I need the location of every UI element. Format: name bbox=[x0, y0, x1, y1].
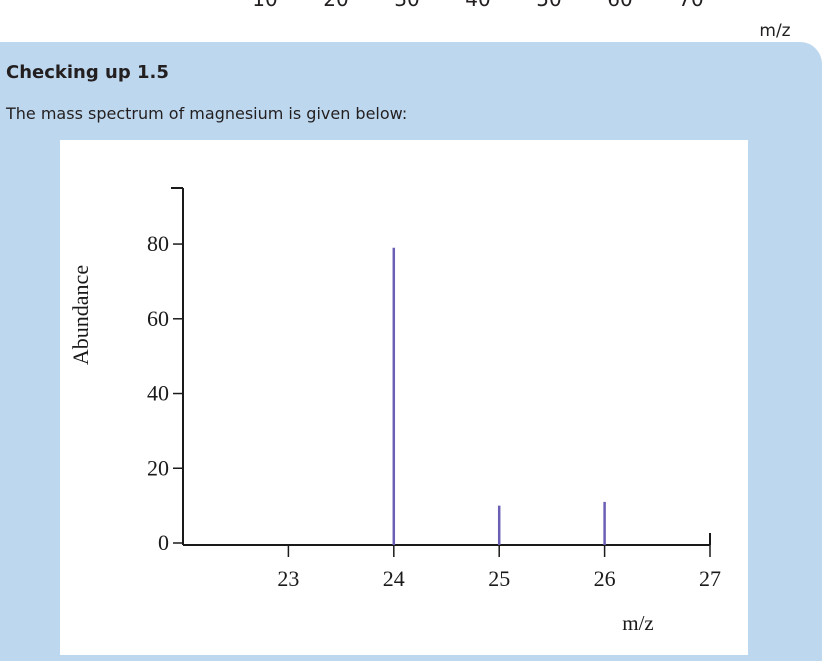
strip-tick-label: 20 bbox=[323, 0, 348, 11]
strip-tick-label: 40 bbox=[465, 0, 490, 11]
x-tick-label: 24 bbox=[383, 566, 405, 591]
x-tick-label: 26 bbox=[594, 566, 616, 591]
x-tick-label: 23 bbox=[277, 566, 299, 591]
y-tick-label: 40 bbox=[147, 381, 169, 406]
x-axis-label: m/z bbox=[622, 611, 654, 635]
x-tick-label: 27 bbox=[699, 566, 721, 591]
x-tick-label: 25 bbox=[488, 566, 510, 591]
strip-tick-label: 70 bbox=[678, 0, 703, 11]
strip-tick-label: 30 bbox=[394, 0, 419, 11]
strip-tick-label: 60 bbox=[607, 0, 632, 11]
box-title: Checking up 1.5 bbox=[6, 62, 169, 83]
box-text: The mass spectrum of magnesium is given … bbox=[6, 104, 408, 123]
strip-tick-label: 10 bbox=[252, 0, 277, 11]
y-tick-label: 20 bbox=[147, 455, 169, 480]
checking-box: Checking up 1.5 The mass spectrum of mag… bbox=[0, 42, 822, 661]
y-tick-label: 60 bbox=[147, 306, 169, 331]
top-strip: 10 20 30 40 50 60 70 m/z bbox=[252, 0, 790, 41]
y-tick-label: 80 bbox=[147, 231, 169, 256]
strip-tick-label: 50 bbox=[536, 0, 561, 11]
chart: Abundance m/z 0 20 40 60 80 23 24 25 26 27 bbox=[60, 140, 748, 655]
y-axis-label: Abundance bbox=[68, 265, 93, 365]
y-tick-label: 0 bbox=[158, 530, 169, 555]
strip-axis-label: m/z bbox=[759, 21, 790, 41]
